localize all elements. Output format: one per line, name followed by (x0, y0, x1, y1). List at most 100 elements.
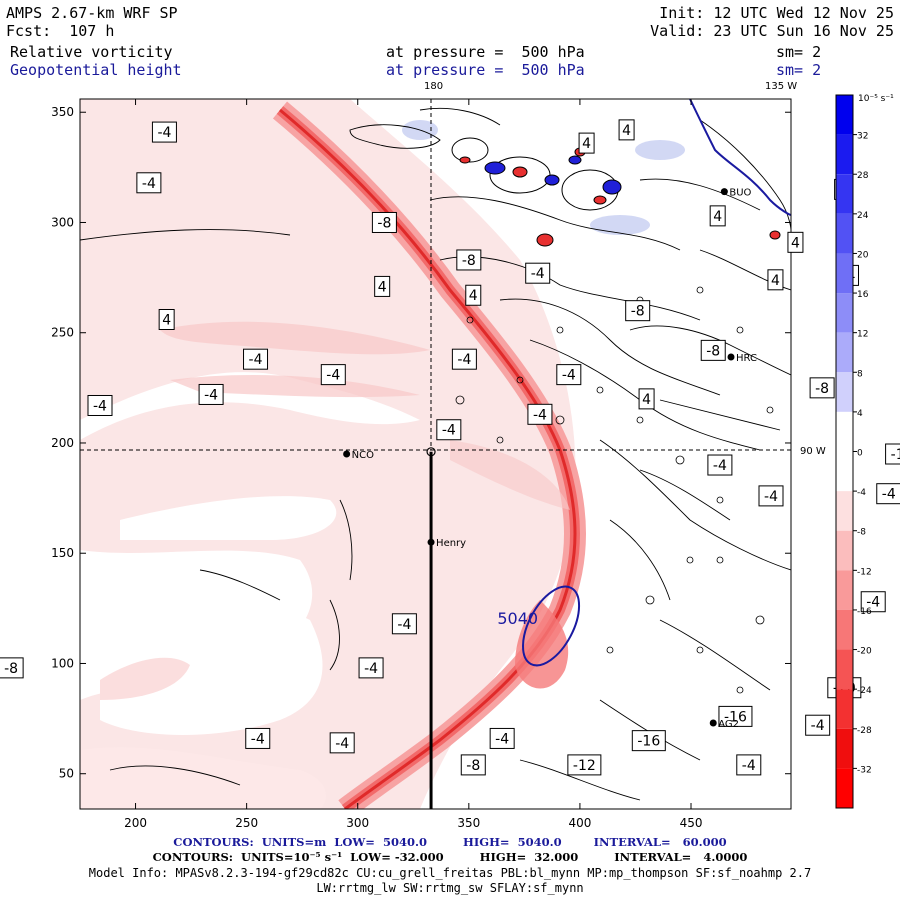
contour-label-box (527, 403, 553, 425)
contour-label-box (758, 485, 784, 507)
contour-label-box (460, 754, 486, 776)
contour-label: -16 (724, 709, 747, 725)
contour-label: 4 (791, 235, 800, 251)
contour-label: -4 (457, 352, 471, 368)
colorbar-swatch (836, 728, 853, 769)
footer-height-contours: CONTOURS: UNITS=m LOW= 5040.0 HIGH= 5040… (173, 835, 727, 849)
contour-label: -4 (533, 407, 547, 423)
x-tick-label: 350 (457, 816, 480, 830)
contour-label-box (767, 269, 784, 291)
colorbar-swatch (836, 451, 853, 492)
contour-label-box (876, 483, 900, 505)
y-tick-label: 250 (51, 326, 74, 340)
y-tick-label: 300 (51, 215, 74, 229)
contour-label: -4 (531, 266, 545, 282)
contour-label-box (718, 705, 753, 727)
contour-label: 4 (582, 136, 591, 152)
contour-label-box (805, 714, 831, 736)
colorbar-tick-label: -4 (857, 488, 866, 498)
colorbar-swatch (836, 253, 853, 294)
contour-label-box (136, 172, 162, 194)
contour-labels: -444-444-84-8-444444-84-844-4-4-4-4-84-4… (0, 119, 900, 776)
footer-physics: LW:rrtmg_lw SW:rrtmg_sw SFLAY:sf_mynn (316, 881, 584, 895)
contour-label-box (709, 205, 726, 227)
colorbar-swatch (836, 174, 853, 214)
contour-label: -16 (637, 734, 660, 750)
colorbar-tick-label: 24 (857, 211, 869, 221)
station-label: BUO (729, 188, 751, 199)
contour-label: -8 (466, 758, 480, 774)
contour-label: -4 (326, 368, 340, 384)
contour-label-box (456, 249, 482, 271)
colorbar-swatch (836, 213, 853, 254)
top-label-180: 180 (424, 81, 443, 92)
contour-label: -4 (249, 352, 263, 368)
init-time: Init: 12 UTC Wed 12 Nov 25 (659, 4, 894, 22)
contour-label: 4 (713, 209, 722, 225)
contour-label: -8 (377, 215, 391, 231)
colorbar-tick-label: 4 (857, 409, 863, 419)
contour-label-box (358, 657, 384, 679)
contour-label: -4 (811, 718, 825, 734)
contour-label: 4 (642, 392, 651, 408)
contour-label: 4 (469, 288, 478, 304)
contour-label-box (525, 262, 551, 284)
contour-label-box (638, 388, 655, 410)
contour-label: -4 (866, 595, 880, 611)
contour-label-box (489, 727, 515, 749)
colorbar-tick-label: -16 (857, 607, 872, 617)
station-marker (343, 450, 351, 458)
contour-label-box (556, 364, 582, 386)
field1-level: at pressure = 500 hPa (386, 43, 585, 61)
contour-label: -8 (706, 343, 720, 359)
station-marker (709, 719, 717, 727)
vorticity-map: 200 250 300 350 400 450 50100150200250300350 … (0, 81, 900, 830)
field1-name: Relative vorticity (10, 43, 173, 61)
contour-label-box (707, 454, 733, 476)
contour-label: -4 (713, 458, 727, 474)
contour-label-box (618, 119, 635, 141)
field2-level: at pressure = 500 hPa (386, 61, 585, 79)
colorbar-tick-label: -24 (857, 686, 872, 696)
x-tick-label: 200 (124, 816, 147, 830)
colorbar-swatch (836, 530, 853, 571)
contour-label-box (320, 364, 346, 386)
station-label: NCO (352, 450, 374, 461)
colorbar-swatch (836, 293, 853, 333)
contour-label: -4 (562, 368, 576, 384)
field2-smoothing: sm= 2 (776, 61, 822, 79)
colorbar-tick-label: -12 (857, 567, 872, 577)
station-label: HRC (736, 353, 757, 364)
colorbar: 32 28 24 20 16 12 8 4 0 -4 -8 -12 -16 -20 -24 -28 -32 (835, 94, 872, 809)
colorbar-swatch (836, 649, 853, 690)
contour-label-box (371, 211, 397, 233)
contour-label: -8 (815, 381, 829, 397)
contour-label: -4 (204, 387, 218, 403)
contour-label-box (625, 300, 651, 322)
contour-label: -4 (335, 736, 349, 752)
contour-label-box (151, 121, 177, 143)
station-marker (727, 353, 735, 361)
contour-label: 4 (622, 123, 631, 139)
x-tick-label: 300 (346, 816, 369, 830)
station-marker (427, 538, 435, 546)
contour-label-box (885, 443, 900, 465)
contour-label: -8 (4, 661, 18, 677)
valid-time: Valid: 23 UTC Sun 16 Nov 25 (650, 22, 894, 40)
colorbar-swatch (836, 570, 853, 610)
contour-label: -4 (764, 489, 778, 505)
x-tick-label: 400 (568, 816, 591, 830)
contour-label-box (198, 383, 224, 405)
colorbar-tick-label: 12 (857, 330, 868, 340)
colorbar-swatch (836, 768, 853, 808)
colorbar-swatch (836, 332, 853, 373)
contour-label-box (391, 613, 417, 635)
contour-label-box (0, 657, 24, 679)
colorbar-tick-label: 20 (857, 250, 869, 260)
y-tick-label: 100 (51, 656, 74, 670)
colorbar-tick-label: 28 (857, 171, 869, 181)
field1-smoothing: sm= 2 (776, 43, 822, 61)
colorbar-tick-label: -32 (857, 765, 872, 775)
contour-label: -12 (573, 758, 596, 774)
cross-section-endpoint (426, 447, 436, 457)
